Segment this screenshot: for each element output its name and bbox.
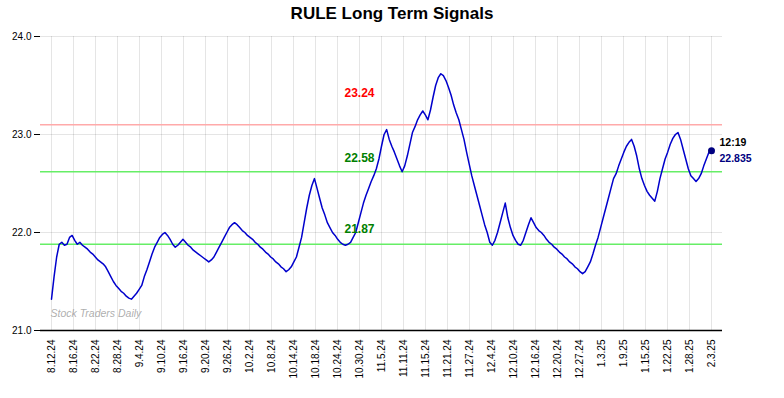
svg-text:11.15.24: 11.15.24	[420, 339, 431, 378]
svg-text:12.16.24: 12.16.24	[530, 339, 541, 378]
svg-text:23.0: 23.0	[12, 129, 32, 140]
svg-text:11.27.24: 11.27.24	[464, 339, 475, 378]
svg-text:22.0: 22.0	[12, 227, 32, 238]
svg-text:1.22.25: 1.22.25	[662, 339, 673, 373]
svg-text:21.87: 21.87	[344, 222, 374, 236]
svg-text:11.11.24: 11.11.24	[398, 339, 409, 377]
svg-text:12.10.24: 12.10.24	[508, 339, 519, 378]
svg-text:12.20.24: 12.20.24	[552, 339, 563, 378]
svg-text:1.9.25: 1.9.25	[618, 339, 629, 367]
svg-text:9.20.24: 9.20.24	[200, 339, 211, 373]
svg-text:11.5.24: 11.5.24	[376, 339, 387, 372]
svg-text:1.28.25: 1.28.25	[684, 339, 695, 373]
svg-text:9.26.24: 9.26.24	[222, 339, 233, 373]
svg-text:23.24: 23.24	[344, 86, 374, 100]
svg-text:10.30.24: 10.30.24	[354, 339, 365, 378]
svg-text:9.10.24: 9.10.24	[156, 339, 167, 373]
svg-text:10.2.24: 10.2.24	[244, 339, 255, 373]
svg-text:8.16.24: 8.16.24	[68, 339, 79, 373]
svg-text:24.0: 24.0	[12, 31, 32, 42]
svg-text:12:19: 12:19	[720, 136, 747, 148]
html-text:RULE Long Term Signals: RULE Long Term Signals	[290, 4, 494, 23]
svg-text:9.4.24: 9.4.24	[134, 339, 145, 367]
svg-text:12.27.24: 12.27.24	[574, 339, 585, 378]
svg-text:8.28.24: 8.28.24	[112, 339, 123, 373]
svg-text:10.14.24: 10.14.24	[288, 339, 299, 378]
svg-text:10.8.24: 10.8.24	[266, 339, 277, 373]
svg-text:21.0: 21.0	[12, 325, 32, 336]
svg-text:10.18.24: 10.18.24	[310, 339, 321, 378]
svg-text:9.16.24: 9.16.24	[178, 339, 189, 373]
svg-text:11.21.24: 11.21.24	[442, 339, 453, 378]
svg-text:1.3.25: 1.3.25	[596, 339, 607, 367]
svg-text:12.4.24: 12.4.24	[486, 339, 497, 373]
svg-text:1.15.25: 1.15.25	[640, 339, 651, 373]
svg-text:8.12.24: 8.12.24	[46, 339, 57, 373]
svg-text:22.58: 22.58	[344, 151, 374, 165]
svg-text:2.3.25: 2.3.25	[706, 339, 717, 367]
svg-text:10.24.24: 10.24.24	[332, 339, 343, 378]
svg-text:8.22.24: 8.22.24	[90, 339, 101, 373]
svg-text:Stock Traders Daily: Stock Traders Daily	[51, 307, 143, 319]
svg-text:22.835: 22.835	[720, 152, 752, 164]
